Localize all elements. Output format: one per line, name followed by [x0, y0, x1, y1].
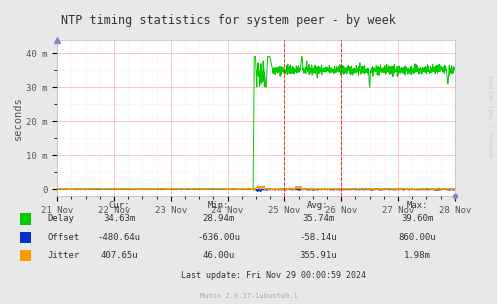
Text: 35.74m: 35.74m — [302, 214, 334, 223]
Text: NTP timing statistics for system peer - by week: NTP timing statistics for system peer - … — [61, 14, 396, 27]
Text: -58.14u: -58.14u — [299, 233, 337, 242]
Text: 1.98m: 1.98m — [404, 251, 431, 260]
Text: Last update: Fri Nov 29 00:00:59 2024: Last update: Fri Nov 29 00:00:59 2024 — [181, 271, 366, 280]
Text: Offset: Offset — [47, 233, 80, 242]
Text: Max:: Max: — [407, 201, 428, 210]
Text: -636.00u: -636.00u — [197, 233, 240, 242]
Text: RRDTOOL / TOBI OETIKER: RRDTOOL / TOBI OETIKER — [490, 74, 495, 157]
Text: 355.91u: 355.91u — [299, 251, 337, 260]
Text: Avg:: Avg: — [307, 201, 329, 210]
Text: -480.64u: -480.64u — [98, 233, 141, 242]
Text: Min:: Min: — [208, 201, 230, 210]
Text: 407.65u: 407.65u — [100, 251, 138, 260]
Text: 39.60m: 39.60m — [402, 214, 433, 223]
Y-axis label: seconds: seconds — [13, 96, 23, 140]
Text: Munin 2.0.37-1ubuntu0.1: Munin 2.0.37-1ubuntu0.1 — [200, 292, 297, 299]
Text: Jitter: Jitter — [47, 251, 80, 260]
Text: 28.94m: 28.94m — [203, 214, 235, 223]
Text: 46.00u: 46.00u — [203, 251, 235, 260]
Text: Delay: Delay — [47, 214, 74, 223]
Text: Cur:: Cur: — [108, 201, 130, 210]
Text: 860.00u: 860.00u — [399, 233, 436, 242]
Text: 34.63m: 34.63m — [103, 214, 135, 223]
